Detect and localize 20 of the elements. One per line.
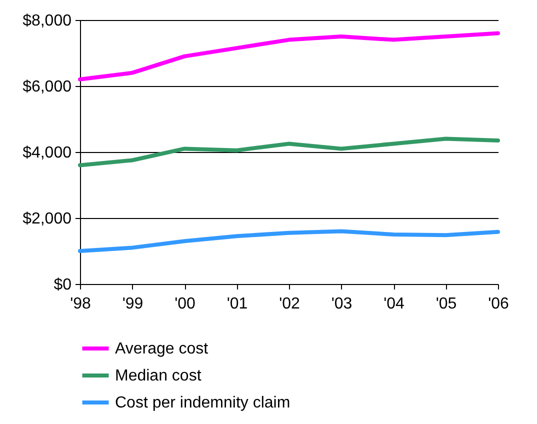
x-tick-label: '01 [226,296,248,312]
y-tick-label: $4,000 [22,144,72,162]
legend-label: Average cost [115,340,209,358]
legend-label: Median cost [115,368,202,384]
x-tick-label: '00 [174,296,196,312]
line-series [78,229,500,253]
y-tick-label: $8,000 [22,12,72,30]
line-series [78,136,500,168]
y-tick-label: $2,000 [22,210,72,228]
legend-label: Cost per indemnity claim [115,394,290,412]
y-tick-label: $0 [54,276,72,294]
y-tick-label: $6,000 [22,78,72,96]
x-tick-label: '06 [488,296,510,312]
x-tick-label: '04 [384,296,405,312]
x-tick-label: '03 [331,296,352,312]
line-series [78,31,500,82]
x-tick-label: '99 [122,296,144,312]
x-tick-label: '02 [279,296,300,312]
x-tick-label: '98 [70,296,92,312]
x-tick-label: '05 [436,296,457,312]
